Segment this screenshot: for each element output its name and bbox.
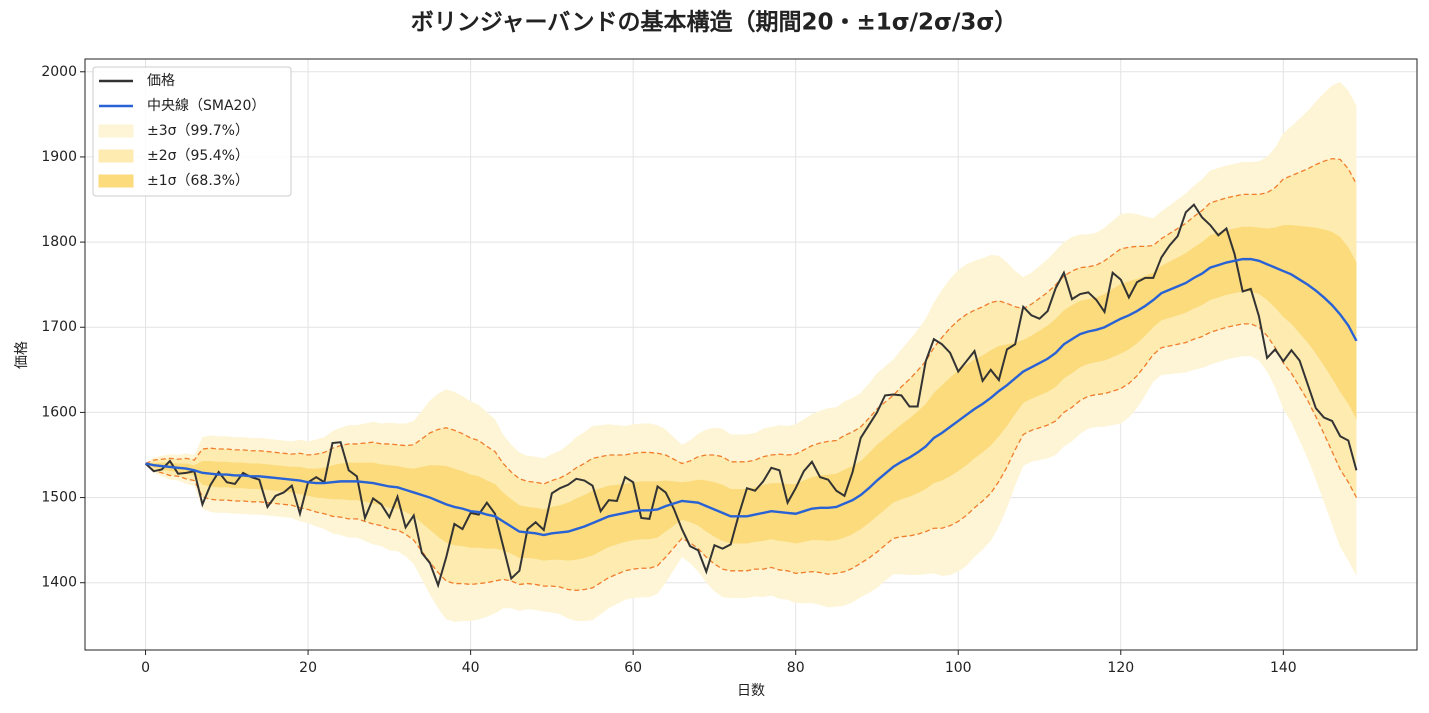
x-tick-label: 100	[945, 660, 972, 676]
series-line	[144, 203, 1358, 589]
legend-box	[92, 66, 292, 197]
plot-frame	[84, 58, 1418, 651]
y-tick-label: 1500	[41, 490, 77, 506]
y-tick-label: 1400	[41, 575, 77, 591]
legend-label: ±1σ（68.3%）	[147, 173, 249, 189]
legend-label: 中央線（SMA20）	[147, 98, 265, 114]
x-tick-label: 60	[624, 660, 642, 676]
legend-label: ±2σ（95.4%）	[147, 148, 249, 164]
band-area	[145, 225, 1357, 561]
plot-area	[85, 59, 1417, 650]
y-axis-label: 価格	[14, 341, 30, 369]
band-edge	[145, 323, 1358, 592]
x-tick-label: 80	[787, 660, 805, 676]
series-line	[145, 257, 1358, 537]
y-tick-label: 1900	[41, 149, 77, 165]
y-tick-label: 1700	[41, 319, 77, 335]
band-edge	[145, 157, 1358, 485]
chart-title: ボリンジャーバンドの基本構造（期間20・±1σ/2σ/3σ）	[411, 9, 1018, 36]
x-tick-label: 20	[299, 660, 317, 676]
legend-label: ±3σ（99.7%）	[147, 123, 249, 139]
x-tick-label: 140	[1270, 660, 1297, 676]
y-tick-label: 1800	[41, 234, 77, 250]
x-tick-label: 120	[1107, 660, 1134, 676]
legend-swatch	[98, 124, 134, 138]
y-tick-label: 1600	[41, 404, 77, 420]
x-tick-label: 40	[462, 660, 480, 676]
x-axis-label: 日数	[737, 683, 765, 699]
legend-swatch	[98, 174, 134, 188]
y-tick-label: 2000	[41, 64, 77, 80]
legend-swatch	[98, 149, 134, 163]
x-tick-label: 0	[141, 660, 150, 676]
legend-label: 価格	[147, 73, 175, 89]
